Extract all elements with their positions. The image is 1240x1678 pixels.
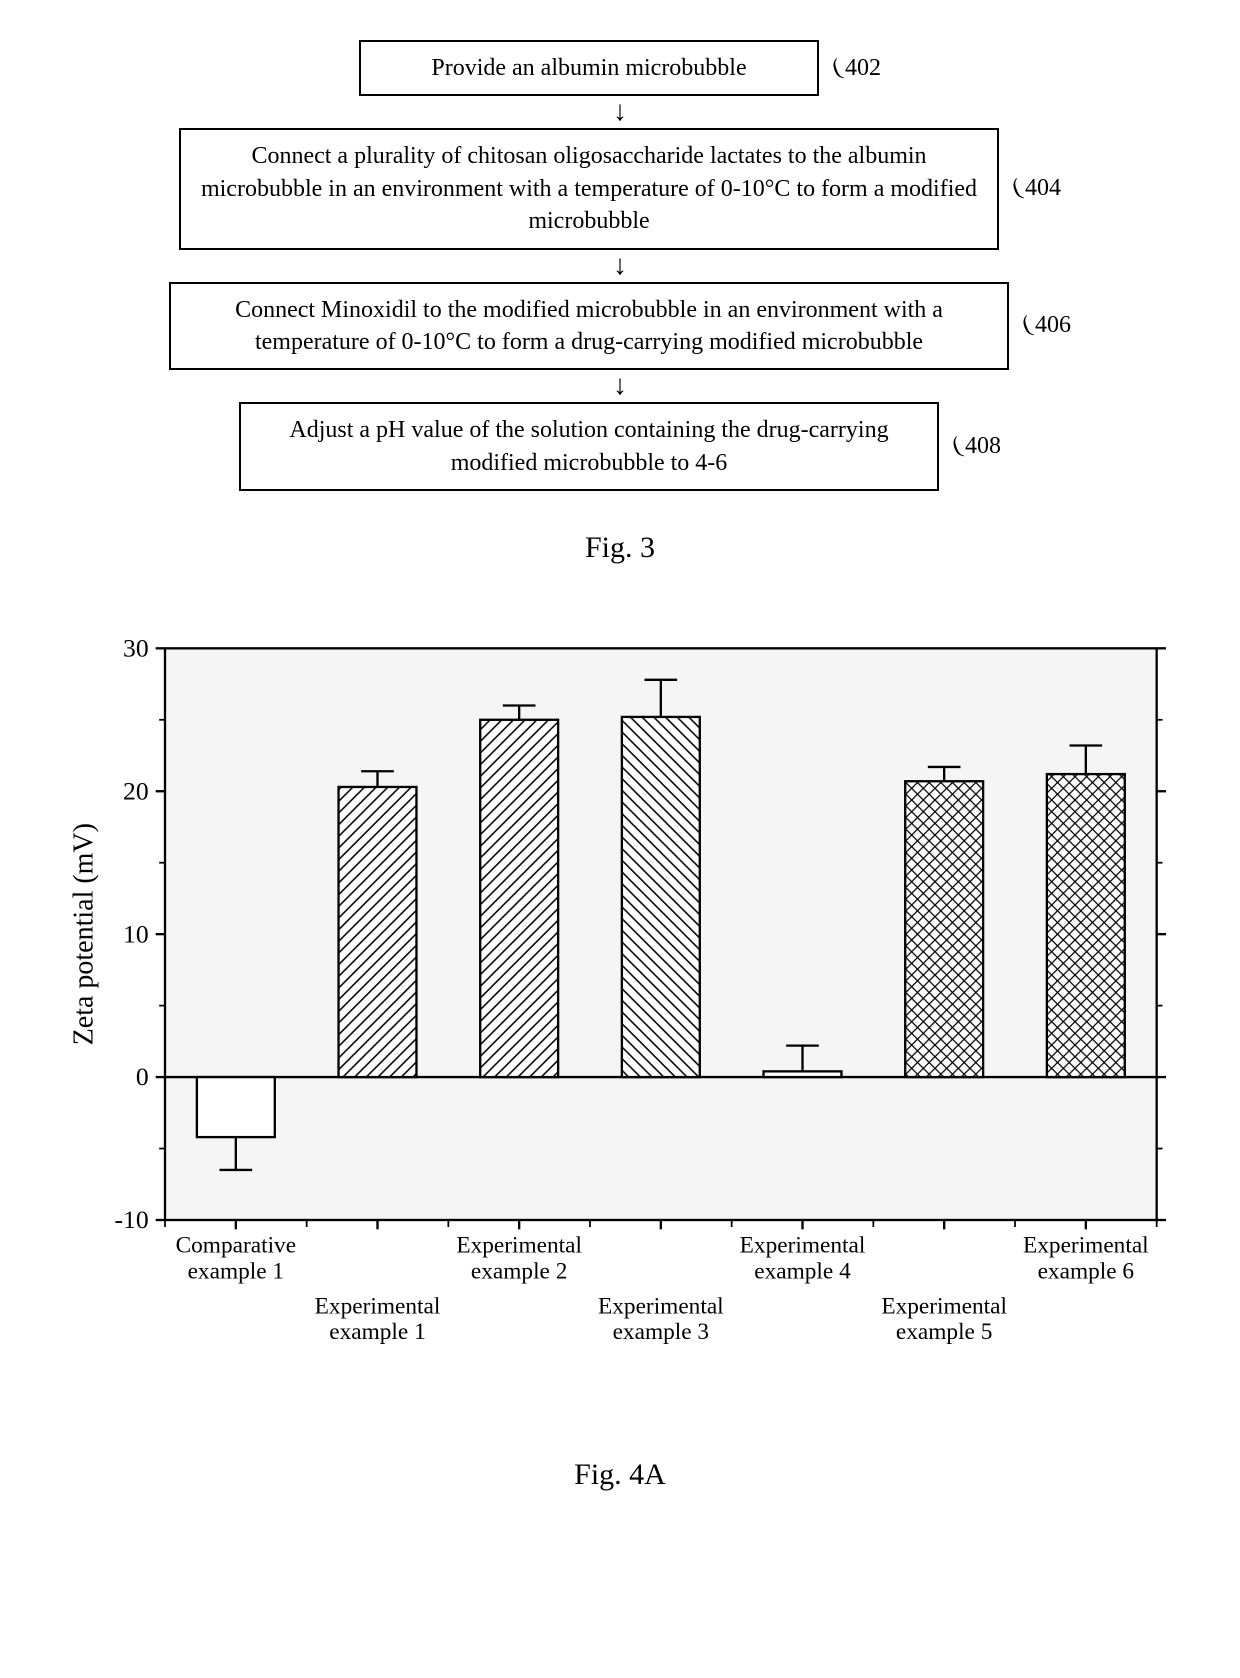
flow-box: Connect a plurality of chitosan oligosac… xyxy=(179,128,999,249)
svg-text:example 5: example 5 xyxy=(896,1319,993,1345)
svg-text:example 1: example 1 xyxy=(329,1319,426,1345)
flow-step-number: ) 402 xyxy=(833,55,881,82)
svg-text:example 1: example 1 xyxy=(188,1258,285,1284)
x-tick-label: Experimental xyxy=(740,1233,866,1259)
flow-box: Provide an albumin microbubble xyxy=(359,40,819,96)
y-tick-label: -10 xyxy=(114,1205,148,1234)
flow-box: Adjust a pH value of the solution contai… xyxy=(239,402,939,491)
flow-step: Connect a plurality of chitosan oligosac… xyxy=(179,128,1061,249)
flow-arrow-down: ↓ xyxy=(613,252,627,280)
svg-text:example 3: example 3 xyxy=(613,1319,710,1345)
svg-text:example 6: example 6 xyxy=(1038,1258,1135,1284)
flow-box: Connect Minoxidil to the modified microb… xyxy=(169,282,1009,371)
flow-arrow-down: ↓ xyxy=(613,372,627,400)
fig3-caption: Fig. 3 xyxy=(60,531,1180,565)
flow-step: Provide an albumin microbubble ) 402 xyxy=(359,40,881,96)
y-tick-label: 0 xyxy=(136,1062,149,1091)
flow-step: Connect Minoxidil to the modified microb… xyxy=(169,282,1071,371)
flowchart-fig3: Provide an albumin microbubble) 402↓Conn… xyxy=(60,40,1180,491)
y-tick-label: 10 xyxy=(123,919,149,948)
x-tick-label: Experimental xyxy=(1023,1233,1149,1259)
flow-step: Adjust a pH value of the solution contai… xyxy=(239,402,1001,491)
x-tick-label: Experimental xyxy=(315,1293,441,1319)
flow-step-number: ) 404 xyxy=(1013,175,1061,202)
x-tick-label: Experimental xyxy=(881,1293,1007,1319)
svg-text:example 4: example 4 xyxy=(754,1258,851,1284)
fig4a-caption: Fig. 4A xyxy=(60,1458,1180,1492)
zeta-bar-chart: -10 0 10 20 30 Zeta potential (mV) Comparative… xyxy=(60,625,1180,1418)
y-tick-label: 30 xyxy=(123,634,149,663)
flow-step-number: ) 408 xyxy=(953,433,1001,460)
x-tick-label: Experimental xyxy=(598,1293,724,1319)
flow-arrow-down: ↓ xyxy=(613,98,627,126)
flow-step-number: ) 406 xyxy=(1023,312,1071,339)
svg-text:example 2: example 2 xyxy=(471,1258,568,1284)
y-axis-label: Zeta potential (mV) xyxy=(69,823,100,1045)
x-tick-label: Comparative xyxy=(176,1233,297,1259)
y-tick-label: 20 xyxy=(123,777,149,806)
chart-fig4a: -10 0 10 20 30 Zeta potential (mV) Comparative… xyxy=(60,625,1180,1418)
x-tick-label: Experimental xyxy=(456,1233,582,1259)
